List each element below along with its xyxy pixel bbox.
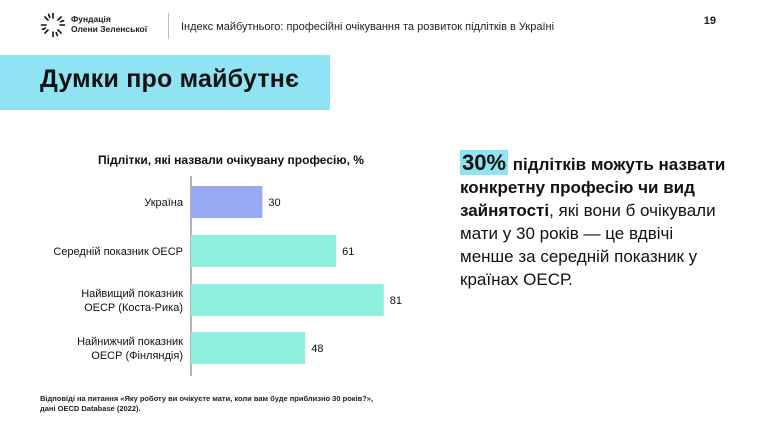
chart-title: Підлітки, які назвали очікувану професію…	[98, 153, 364, 167]
bar-1	[191, 235, 337, 267]
insight-rest-text: , які вони б очікували мати у 30 років —…	[460, 201, 716, 289]
insight-text: 30% підлітків можуть назвати конкретну п…	[460, 150, 730, 291]
bar-3	[191, 332, 306, 364]
header-divider	[168, 13, 169, 39]
bar-value-label-0: 30	[268, 197, 280, 209]
title-banner	[0, 55, 330, 110]
category-label-3: Найнижчий показник ОЕСР (Фінляндія)	[77, 336, 183, 362]
category-label-0: Україна	[144, 197, 184, 209]
organization-name: Фундація Олени Зеленської	[71, 14, 147, 34]
category-label-2: Найвищий показник ОЕСР (Коста-Рика)	[81, 288, 183, 314]
category-label-3-line-1: ОЕСР (Фінляндія)	[91, 350, 183, 362]
bar-value-label-3: 48	[311, 343, 323, 355]
category-label-3-line-0: Найнижчий показник	[77, 336, 183, 348]
insight-percent: 30%	[460, 150, 509, 175]
category-label-0-line-0: Україна	[144, 197, 184, 209]
bar-chart: 30 Україна 61 Середній показник ОЕСР 81 Найви…	[53, 176, 402, 376]
bar-0	[191, 186, 263, 218]
footnote: Відповіді на питання «Яку роботу ви очік…	[40, 394, 460, 414]
foundation-logo-icon	[40, 12, 66, 38]
org-name-line2: Олени Зеленської	[71, 24, 148, 34]
org-name-line1: Фундація	[71, 14, 111, 24]
bar-value-label-2: 81	[390, 295, 402, 307]
insight-bold-text: підлітків можуть назвати конкретну профе…	[460, 155, 726, 220]
category-label-2-line-1: ОЕСР (Коста-Рика)	[84, 302, 183, 314]
category-label-1: Середній показник ОЕСР	[53, 246, 183, 258]
category-label-2-line-0: Найвищий показник	[81, 288, 183, 300]
page-number: 19	[703, 15, 716, 27]
bar-value-label-1: 61	[342, 246, 354, 258]
bar-2	[191, 284, 384, 316]
footnote-line2: дані OECD Database (2022).	[40, 404, 141, 413]
category-label-1-line-0: Середній показник ОЕСР	[53, 246, 183, 258]
page-title: Думки про майбутнє	[40, 65, 300, 93]
footnote-line1: Відповіді на питання «Яку роботу ви очік…	[40, 394, 374, 403]
document-title: Індекс майбутнього: професійні очікуванн…	[181, 21, 555, 33]
